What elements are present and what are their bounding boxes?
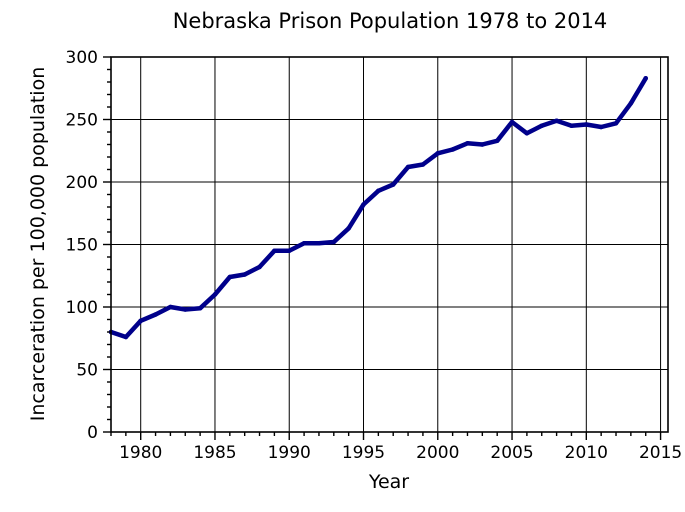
data-point: [435, 151, 441, 156]
data-point: [509, 119, 515, 125]
data-point: [480, 142, 485, 147]
data-point: [584, 122, 589, 127]
x-tick-label: 1985: [193, 443, 236, 463]
data-point: [183, 307, 188, 312]
y-axis-label: Incarceration per 100,000 population: [27, 67, 49, 421]
x-tick-label: 2005: [490, 443, 533, 463]
data-point: [227, 274, 233, 280]
y-tick-label: 50: [76, 361, 98, 381]
data-point: [331, 239, 337, 245]
data-point: [197, 306, 203, 311]
x-tick-label: 2015: [639, 443, 682, 463]
data-point: [153, 312, 158, 317]
data-point: [643, 76, 648, 81]
data-point: [376, 188, 381, 193]
data-point: [168, 304, 173, 310]
y-tick-label: 300: [66, 48, 98, 68]
data-point: [628, 101, 634, 106]
y-tick-label: 200: [66, 173, 98, 193]
data-point: [301, 241, 307, 246]
data-point: [346, 226, 351, 231]
data-point: [494, 138, 500, 143]
data-point: [554, 118, 559, 123]
data-point: [420, 162, 426, 167]
chart-title: Nebraska Prison Population 1978 to 2014: [173, 9, 608, 33]
data-point: [539, 123, 544, 128]
x-tick-label: 1980: [119, 443, 162, 463]
data-point: [569, 123, 574, 128]
data-point: [598, 124, 604, 130]
data-point: [450, 147, 455, 152]
series-line: [108, 76, 648, 340]
y-tick-label: 250: [66, 111, 98, 131]
grid-layer: [111, 57, 668, 432]
y-tick-label: 0: [87, 423, 98, 443]
data-point: [316, 241, 322, 246]
data-point: [524, 131, 530, 136]
tick-layer: 1980 1985 1990 1995 2000 2005 2010 2015 0 50 100 15…: [66, 48, 683, 463]
data-point: [361, 202, 366, 207]
y-tick-label: 100: [66, 298, 98, 318]
data-point: [123, 334, 129, 340]
data-point: [257, 264, 262, 270]
data-point: [405, 164, 411, 170]
data-point: [390, 182, 396, 187]
x-axis-label: Year: [368, 471, 409, 493]
data-point: [613, 121, 619, 126]
data-point: [242, 272, 247, 277]
x-tick-label: 1990: [268, 443, 311, 463]
data-point: [272, 248, 277, 253]
data-point: [138, 318, 143, 323]
data-point: [212, 292, 218, 297]
x-tick-label: 1995: [342, 443, 385, 463]
data-point: [286, 248, 292, 253]
series-layer: [108, 76, 648, 340]
x-tick-label: 2010: [565, 443, 608, 463]
data-point: [465, 141, 470, 146]
x-tick-label: 2000: [416, 443, 459, 463]
y-tick-label: 150: [66, 236, 98, 256]
